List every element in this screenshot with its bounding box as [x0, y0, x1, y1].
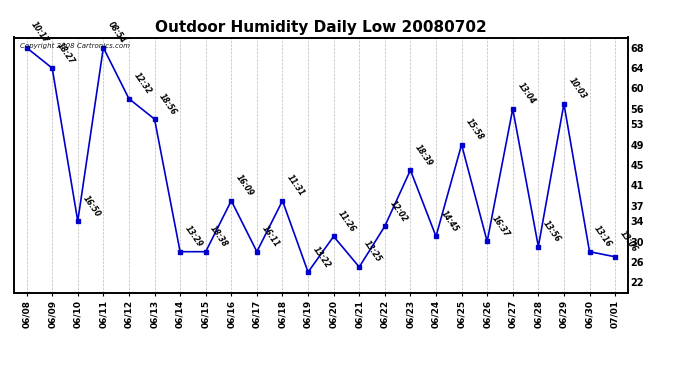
Text: 13:04: 13:04: [515, 81, 537, 106]
Text: 16:09: 16:09: [234, 173, 255, 198]
Text: 18:39: 18:39: [413, 142, 434, 167]
Text: 12:02: 12:02: [388, 199, 408, 223]
Text: 18:56: 18:56: [157, 92, 179, 116]
Text: Copyright 2008 Cartronics.com: Copyright 2008 Cartronics.com: [20, 43, 130, 49]
Text: 16:50: 16:50: [81, 194, 101, 218]
Text: 16:37: 16:37: [490, 214, 511, 239]
Title: Outdoor Humidity Daily Low 20080702: Outdoor Humidity Daily Low 20080702: [155, 20, 486, 35]
Text: 14:45: 14:45: [439, 209, 460, 234]
Text: 12:32: 12:32: [132, 71, 153, 96]
Text: 16:11: 16:11: [259, 224, 281, 249]
Text: 15:58: 15:58: [464, 117, 486, 142]
Text: 13:25: 13:25: [362, 239, 383, 264]
Text: 13:29: 13:29: [183, 224, 204, 249]
Text: 08:54: 08:54: [106, 20, 127, 45]
Text: 13:22: 13:22: [310, 244, 332, 269]
Text: 13:06: 13:06: [618, 229, 639, 254]
Text: 13:56: 13:56: [541, 219, 562, 244]
Text: 13:16: 13:16: [592, 224, 613, 249]
Text: 18:27: 18:27: [55, 40, 76, 65]
Text: 11:31: 11:31: [285, 173, 306, 198]
Text: 10:17: 10:17: [30, 20, 50, 45]
Text: 11:26: 11:26: [337, 209, 357, 234]
Text: 18:38: 18:38: [208, 224, 230, 249]
Text: 10:03: 10:03: [566, 76, 588, 101]
